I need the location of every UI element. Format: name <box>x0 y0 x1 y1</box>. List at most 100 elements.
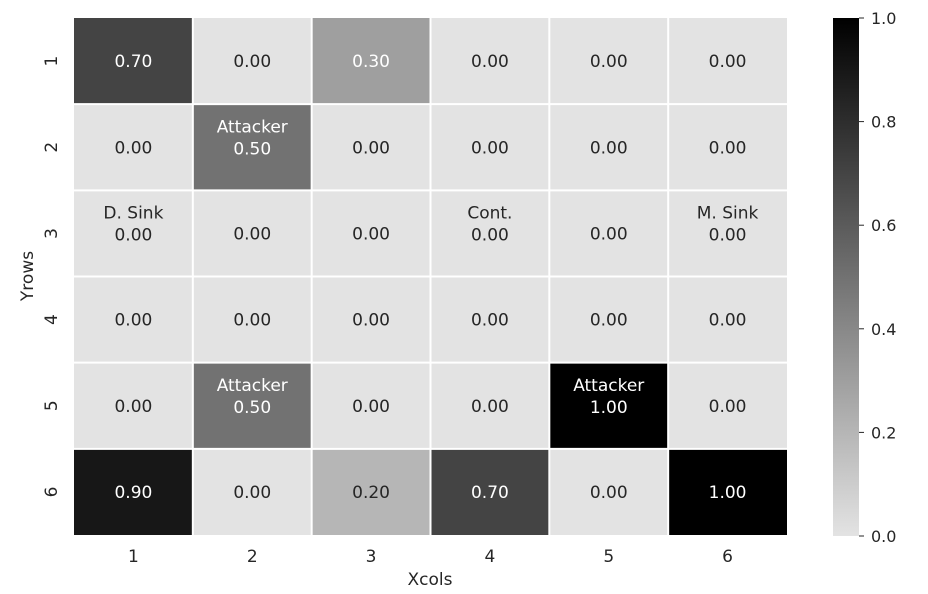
heatmap-cell-r2-c3 <box>311 104 431 191</box>
heatmap-cell-r1-c3 <box>311 18 431 105</box>
y-tick-label: 2 <box>42 142 62 153</box>
cell-value-r6-c5: 0.00 <box>590 483 628 503</box>
cell-value-r5-c4: 0.00 <box>471 397 509 417</box>
x-tick-label: 5 <box>603 547 614 567</box>
cell-grid-lines <box>74 18 787 535</box>
cell-annotation-r3-c1: D. Sink <box>103 203 163 223</box>
heatmap-cell-r4-c4 <box>430 276 550 363</box>
y-axis-label: Yrows <box>18 251 38 302</box>
cell-value-r1-c5: 0.00 <box>590 52 628 72</box>
y-tick-label: 1 <box>42 56 62 67</box>
x-tick-label: 3 <box>366 547 377 567</box>
heatmap-cell-r2-c1 <box>74 104 193 191</box>
y-axis-ticks: 1 2 3 4 5 6 <box>42 56 62 498</box>
cell-value-r4-c4: 0.00 <box>471 311 509 331</box>
y-tick-label: 5 <box>42 400 62 411</box>
cell-value-r6-c3: 0.20 <box>352 483 390 503</box>
cell-value-r2-c1: 0.00 <box>114 138 152 158</box>
cell-annotation-r2-c2: Attacker <box>217 117 288 137</box>
heatmap-cell-r2-c6 <box>668 104 787 191</box>
cell-value-r1-c4: 0.00 <box>471 52 509 72</box>
heatmap-cell-r4-c3 <box>311 276 431 363</box>
cell-value-r2-c6: 0.00 <box>709 138 747 158</box>
cell-value-r6-c6: 1.00 <box>709 483 747 503</box>
colorbar-tick-label: 0.2 <box>871 423 896 442</box>
cell-annotation-r3-c6: M. Sink <box>697 203 759 223</box>
colorbar-tick-label: 0.8 <box>871 113 896 132</box>
y-tick-label: 6 <box>42 487 62 498</box>
heatmap-cell-r4-c2 <box>192 276 312 363</box>
colorbar-tick-label: 1.0 <box>871 9 896 28</box>
x-tick-label: 4 <box>485 547 496 567</box>
heatmap-cell-r2-c4 <box>430 104 550 191</box>
heatmap-cell-r5-c6 <box>668 362 787 449</box>
cell-value-r5-c5: 1.00 <box>590 398 628 418</box>
cell-value-r6-c4: 0.70 <box>471 483 509 503</box>
cell-value-r4-c5: 0.00 <box>590 311 628 331</box>
cell-value-r5-c1: 0.00 <box>114 397 152 417</box>
heatmap-cell-r3-c5 <box>549 190 669 277</box>
heatmap-cell-r1-c2 <box>192 18 312 105</box>
heatmap-cell-r5-c3 <box>311 362 431 449</box>
cell-value-r4-c1: 0.00 <box>114 311 152 331</box>
cell-value-r6-c1: 0.90 <box>114 483 152 503</box>
colorbar <box>833 18 859 536</box>
heatmap-cell-r6-c2 <box>192 448 312 535</box>
cell-annotation-r5-c2: Attacker <box>217 376 288 396</box>
cell-value-r5-c2: 0.50 <box>233 398 271 418</box>
heatmap-cell-r3-c3 <box>311 190 431 277</box>
heatmap-cell-r6-c6 <box>668 448 787 535</box>
cell-value-r3-c4: 0.00 <box>471 225 509 245</box>
heatmap-cell-r6-c3 <box>311 448 431 535</box>
heatmap-cell-r5-c1 <box>74 362 193 449</box>
cell-value-r4-c3: 0.00 <box>352 311 390 331</box>
cell-value-r1-c3: 0.30 <box>352 52 390 72</box>
cell-value-r5-c6: 0.00 <box>709 397 747 417</box>
heatmap-cell-r3-c1 <box>74 190 193 277</box>
cell-value-r2-c3: 0.00 <box>352 138 390 158</box>
cell-value-r3-c5: 0.00 <box>590 224 628 244</box>
heatmap-cell-r3-c2 <box>192 190 312 277</box>
cell-value-r1-c1: 0.70 <box>114 52 152 72</box>
y-tick-label: 3 <box>42 228 62 239</box>
y-tick-label: 4 <box>42 314 62 325</box>
cell-value-r3-c6: 0.00 <box>709 225 747 245</box>
heatmap-cell-r3-c6 <box>668 190 787 277</box>
colorbar-ticks: 0.0 0.2 0.4 0.6 0.8 1.0 <box>859 9 896 546</box>
cell-annotation-r5-c5: Attacker <box>573 376 644 396</box>
cell-value-r2-c5: 0.00 <box>590 138 628 158</box>
colorbar-tick-label: 0.0 <box>871 527 896 546</box>
cell-value-r1-c2: 0.00 <box>233 52 271 72</box>
x-tick-label: 1 <box>128 547 139 567</box>
x-axis-ticks: 1 2 3 4 5 6 <box>128 547 733 567</box>
heatmap-cell-r2-c5 <box>549 104 669 191</box>
heatmap-cell-r4-c5 <box>549 276 669 363</box>
heatmap-cell-r1-c5 <box>549 18 669 105</box>
cell-value-r3-c3: 0.00 <box>352 224 390 244</box>
heatmap-cell-r3-c4 <box>430 190 550 277</box>
cell-value-r1-c6: 0.00 <box>709 52 747 72</box>
heatmap-cell-r1-c6 <box>668 18 787 105</box>
heatmap-cell-r6-c5 <box>549 448 669 535</box>
heatmap-cell-r5-c2 <box>192 362 312 449</box>
heatmap-cell-r6-c1 <box>74 448 193 535</box>
cell-value-r3-c1: 0.00 <box>114 225 152 245</box>
x-tick-label: 2 <box>247 547 258 567</box>
x-axis-label: Xcols <box>408 570 453 590</box>
heatmap-cell-r5-c5 <box>549 362 669 449</box>
heatmap-cell-r4-c1 <box>74 276 193 363</box>
x-tick-label: 6 <box>722 547 733 567</box>
cell-value-r4-c6: 0.00 <box>709 311 747 331</box>
cell-value-r3-c2: 0.00 <box>233 224 271 244</box>
cell-value-r2-c2: 0.50 <box>233 139 271 159</box>
cell-annotation-r3-c4: Cont. <box>467 203 512 223</box>
cell-value-r4-c2: 0.00 <box>233 311 271 331</box>
cell-labels: 0.70 0.00 0.30 0.00 0.00 0.000.00Attacker0.50… <box>103 52 758 503</box>
heatmap-cell-r1-c4 <box>430 18 550 105</box>
heatmap-cell-r5-c4 <box>430 362 550 449</box>
colorbar-tick-label: 0.6 <box>871 216 896 235</box>
colorbar-tick-label: 0.4 <box>871 320 896 339</box>
heatmap-cell-r1-c1 <box>74 18 193 105</box>
heatmap-cell-r4-c6 <box>668 276 787 363</box>
cell-value-r6-c2: 0.00 <box>233 483 271 503</box>
